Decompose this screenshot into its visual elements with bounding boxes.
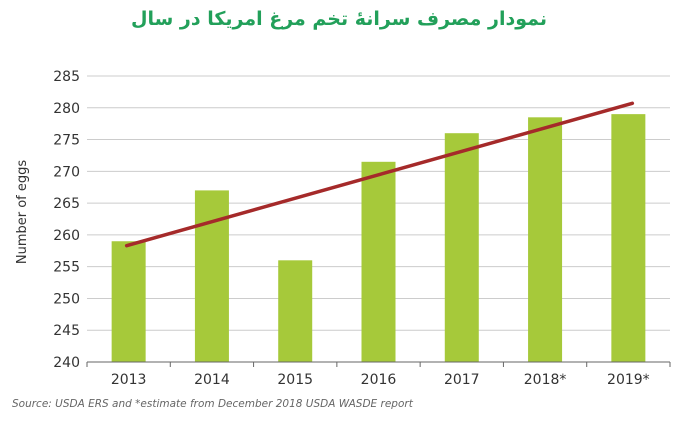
bars [111, 114, 646, 362]
bar-2013 [111, 241, 146, 362]
x-tick-label: 2014 [194, 372, 230, 388]
trend-line [124, 101, 635, 248]
y-tick-label: 280 [53, 101, 80, 117]
bar-2014 [194, 190, 229, 362]
x-tick-label: 2015 [277, 372, 313, 388]
trendline [124, 101, 635, 248]
y-tick-label: 270 [53, 164, 80, 180]
bar-2015 [278, 260, 313, 362]
source-note: Source: USDA ERS and *estimate from Dece… [12, 398, 413, 410]
bar-2016 [361, 161, 396, 362]
x-tick-label: 2016 [361, 372, 397, 388]
bar-2019 [611, 114, 646, 362]
y-tick-label: 250 [53, 291, 80, 307]
y-tick-label: 245 [53, 323, 80, 339]
x-tick-label: 2018* [524, 372, 567, 388]
y-tick-label: 275 [53, 133, 80, 149]
y-axis-title: Number of eggs [15, 160, 30, 265]
y-tick-labels: 240 245 250 255 260 265 270 275 280 285 [53, 69, 80, 371]
y-tick-label: 255 [53, 260, 80, 276]
x-tick-labels: 2013 2014 2015 2016 2017 2018* 2019* [111, 372, 650, 388]
y-tick-label: 265 [53, 196, 80, 212]
bar-2017 [444, 133, 479, 362]
chart-title: نمودار مصرف سرانهٔ تخم مرغ امریکا در سال [130, 8, 548, 30]
x-tick-label: 2013 [111, 372, 147, 388]
y-tick-label: 240 [53, 355, 80, 371]
x-tick-label: 2017 [444, 372, 480, 388]
y-tick-label: 285 [53, 69, 80, 85]
y-tick-label: 260 [53, 228, 80, 244]
x-tick-label: 2019* [607, 372, 650, 388]
axes [86, 361, 671, 367]
bar-2018 [528, 117, 563, 362]
